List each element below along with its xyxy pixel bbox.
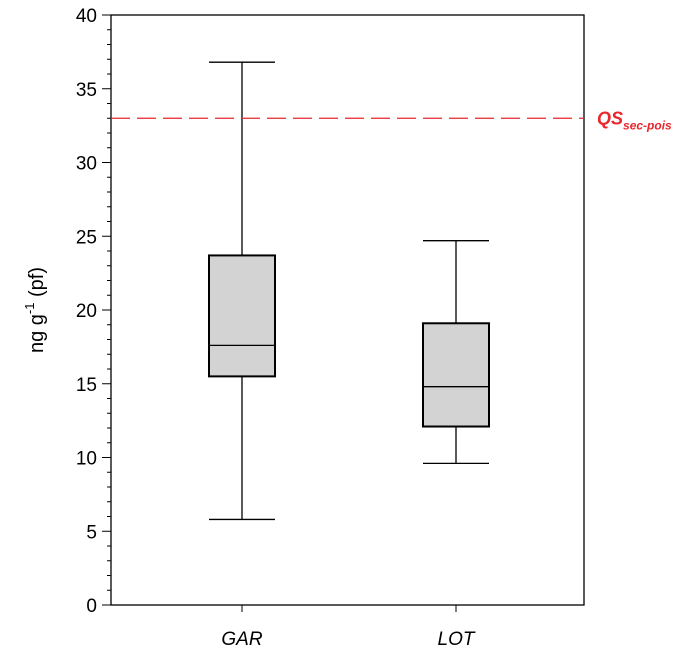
y-tick-label: 20 bbox=[76, 301, 97, 322]
y-tick-label: 15 bbox=[76, 375, 97, 396]
y-axis-title: ng g-1 (pf) bbox=[22, 267, 48, 353]
qs-reference-label: QSsec-pois bbox=[597, 108, 672, 132]
plot-frame bbox=[110, 14, 585, 606]
y-axis-ticks: 0 5 10 15 20 25 30 35 40 bbox=[76, 6, 111, 617]
boxes bbox=[208, 61, 490, 521]
iqr-box bbox=[422, 322, 490, 428]
y-tick-label: 10 bbox=[76, 449, 97, 470]
box-lot bbox=[422, 240, 490, 465]
y-tick-label: 30 bbox=[76, 154, 97, 175]
x-tick-label: LOT bbox=[438, 629, 476, 650]
x-axis-labels: GAR LOT bbox=[221, 605, 476, 650]
box-gar bbox=[208, 61, 276, 521]
iqr-box bbox=[208, 254, 276, 378]
x-tick-label: GAR bbox=[221, 629, 262, 650]
y-tick-label: 25 bbox=[76, 227, 97, 248]
y-tick-label: 35 bbox=[76, 80, 97, 101]
plot-border bbox=[110, 14, 585, 606]
y-tick-label: 5 bbox=[86, 522, 97, 543]
reference-line-group: QSsec-pois bbox=[111, 108, 672, 132]
y-tick-label: 40 bbox=[76, 6, 97, 27]
y-tick-label: 0 bbox=[86, 596, 97, 617]
